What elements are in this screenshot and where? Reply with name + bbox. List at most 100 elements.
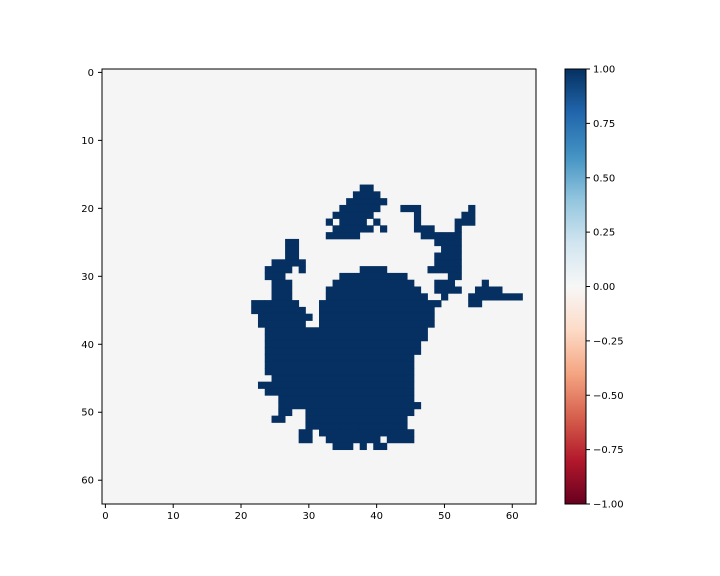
colorbar-tick-label: 1.00 — [593, 65, 615, 76]
heatmap-cell-run — [264, 272, 286, 281]
heatmap-cell-run — [285, 252, 300, 260]
heatmap-cell-run — [332, 225, 367, 233]
heatmap-cell-run — [298, 436, 313, 444]
y-tick-label: 0 — [88, 68, 94, 79]
heatmap-cell-run — [285, 245, 300, 253]
heatmap-cell-run — [359, 184, 374, 192]
heatmap-cell-run — [251, 300, 266, 308]
heatmap-cell-run — [359, 442, 367, 451]
heatmap-cell-run — [339, 204, 381, 213]
x-tick-label: 40 — [370, 511, 383, 522]
heatmap-cell-run — [257, 320, 306, 328]
heatmap-cell-run — [278, 395, 415, 403]
x-tick-label: 30 — [302, 511, 315, 522]
heatmap-cell-run — [359, 266, 388, 274]
x-tick-label: 20 — [235, 511, 248, 522]
heatmap-cell-run — [454, 218, 476, 226]
colorbar-tick-label: 0.50 — [593, 173, 615, 184]
heatmap-cell-run — [319, 313, 435, 321]
x-tick-label: 10 — [167, 511, 180, 522]
heatmap-cell-run — [325, 436, 381, 444]
heatmap-cell-run — [380, 225, 388, 233]
heatmap-background — [102, 69, 536, 504]
heatmap-cell-run — [278, 402, 422, 410]
heatmap-cell-run — [441, 293, 449, 301]
heatmap-cell-run — [468, 293, 523, 301]
heatmap-cell-run — [319, 306, 435, 315]
heatmap-cell-run — [271, 259, 300, 267]
heatmap-cell-run — [251, 306, 306, 315]
heatmap-cell-run — [305, 415, 408, 423]
heatmap-cell-run — [352, 191, 381, 199]
heatmap-cell-run — [264, 327, 428, 335]
heatmap-cell-run — [413, 211, 422, 219]
heatmap-cell-run — [305, 422, 340, 430]
heatmap-cell-run — [413, 225, 435, 233]
heatmap-cells — [251, 184, 523, 451]
heatmap-cell-run — [278, 408, 293, 417]
heatmap-cell-run — [386, 436, 415, 444]
heatmap-cell-run — [271, 293, 293, 301]
y-tick-label: 30 — [81, 272, 94, 283]
heatmap-cell-run — [434, 286, 462, 294]
heatmap-cell-run — [474, 286, 503, 294]
heatmap-cell-run — [257, 381, 415, 389]
y-axis: 0 10 20 30 40 50 60 — [81, 68, 102, 487]
heatmap-cell-run — [434, 259, 462, 267]
heatmap-cell-run — [264, 266, 293, 274]
heatmap-cell-run — [325, 286, 422, 294]
heatmap-cell-run — [413, 218, 422, 226]
heatmap-cell-run — [271, 286, 293, 294]
heatmap-cell-run — [434, 238, 462, 247]
heatmap-cell-run — [339, 218, 367, 226]
heatmap-cell-run — [373, 442, 388, 451]
heatmap-cell-run — [332, 211, 374, 219]
heatmap-cell-run — [468, 300, 483, 308]
x-tick-label: 50 — [438, 511, 451, 522]
heatmap-cell-run — [454, 225, 462, 233]
heatmap-cell-run — [264, 347, 422, 355]
colorbar-tick-label: 0.00 — [593, 282, 615, 293]
x-axis: 0 10 20 30 40 50 60 — [102, 504, 519, 522]
heatmap-cell-run — [400, 204, 415, 213]
colorbar-tick-label: 0.75 — [593, 119, 615, 130]
heatmap-cell-run — [339, 272, 408, 281]
heatmap-cell-run — [441, 245, 462, 253]
colorbar-tick-label: −0.50 — [593, 391, 624, 402]
colorbar-tick-label: 0.25 — [593, 228, 615, 239]
heatmap-cell-run — [447, 272, 462, 281]
colorbar-ticks: 1.00 0.75 0.50 0.25 0.00 −0.25 −0.50 −0.75 −1.00 — [586, 65, 624, 511]
heatmap-cell-run — [264, 340, 422, 349]
x-tick-label: 60 — [506, 511, 519, 522]
y-tick-label: 20 — [81, 204, 94, 215]
heatmap-cell-run — [339, 422, 361, 430]
heatmap-cell-run — [319, 300, 442, 308]
y-tick-label: 60 — [81, 476, 94, 487]
heatmap-cell-run — [264, 388, 415, 396]
heatmap-cell-run — [366, 225, 374, 233]
colorbar-tick-label: −0.25 — [593, 336, 624, 347]
heatmap-cell-run — [461, 211, 476, 219]
heatmap-cell-run — [434, 252, 462, 260]
heatmap-cell-run — [319, 429, 388, 437]
y-tick-label: 50 — [81, 408, 94, 419]
y-tick-label: 40 — [81, 340, 94, 351]
colorbar-tick-label: −0.75 — [593, 445, 624, 456]
heatmap-plot-area — [101, 68, 537, 505]
heatmap-cell-run — [332, 279, 415, 287]
heatmap-cell-run — [332, 442, 354, 451]
heatmap-cell-run — [319, 320, 435, 328]
colorbar: 1.00 0.75 0.50 0.25 0.00 −0.25 −0.50 −0.75 −1.00 — [564, 65, 624, 511]
heatmap-cell-run — [271, 415, 286, 423]
heatmap-cell-run — [264, 334, 428, 342]
heatmap-cell-run — [305, 408, 415, 417]
heatmap-cell-run — [325, 232, 361, 240]
heatmap-cell-run — [298, 259, 306, 267]
heatmap-cell-run — [257, 313, 313, 321]
heatmap-cell-run — [298, 266, 306, 274]
y-tick-label: 10 — [81, 136, 94, 147]
heatmap-cell-run — [264, 361, 415, 369]
heatmap-cell-run — [468, 204, 476, 213]
colorbar-gradient — [564, 68, 587, 505]
